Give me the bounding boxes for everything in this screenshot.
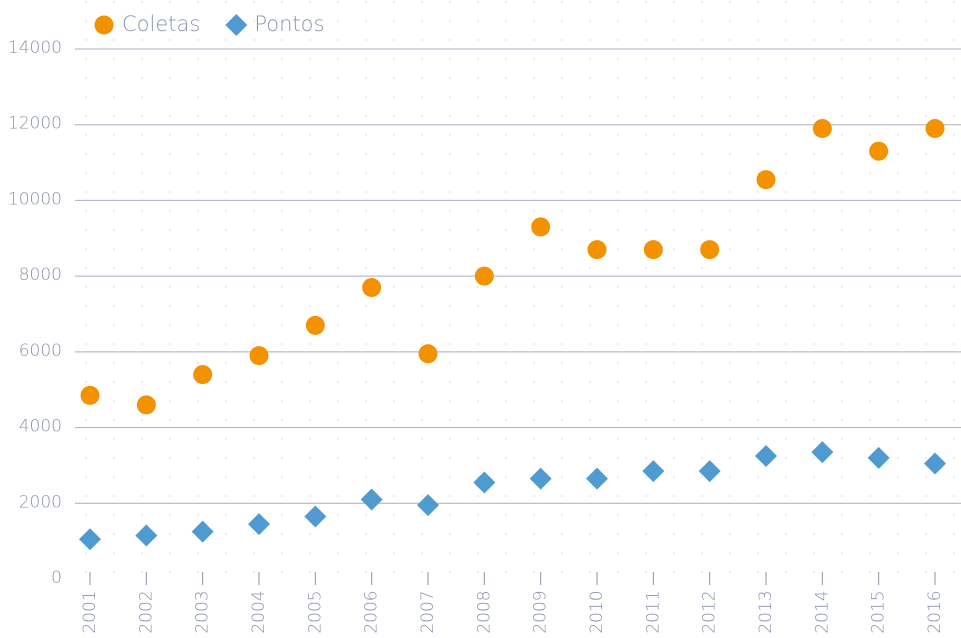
point [811, 441, 834, 464]
point [94, 15, 114, 35]
x-tick-label: 2013 [756, 590, 776, 633]
y-tick-label: 0 [51, 568, 62, 588]
x-tick-label: 2011 [643, 590, 663, 633]
y-tick-label: 8000 [19, 265, 62, 285]
x-tick-label: 2014 [812, 590, 832, 633]
point [812, 119, 832, 138]
point [756, 170, 776, 190]
point [869, 141, 889, 161]
point [418, 344, 438, 364]
x-tick-label: 2002 [136, 590, 156, 633]
x-tick-label: 2009 [531, 590, 551, 633]
x-tick-label: 2001 [80, 590, 100, 633]
y-tick-label: 10000 [8, 189, 62, 209]
point [642, 460, 665, 483]
point [136, 395, 156, 415]
point [80, 385, 100, 405]
point [191, 520, 214, 543]
x-tick-label: 2008 [474, 590, 494, 633]
y-tick-label: 14000 [8, 38, 62, 58]
point [529, 467, 552, 490]
point [304, 505, 327, 528]
point [474, 266, 494, 286]
x-tick-label: 2004 [249, 590, 269, 633]
point [473, 471, 496, 494]
x-tick-label: 2003 [193, 590, 213, 633]
y-tick-label: 12000 [8, 114, 62, 134]
point [417, 494, 439, 517]
y-tick-label: 2000 [19, 492, 62, 512]
point [135, 524, 158, 547]
background-dots [75, 0, 961, 580]
point [362, 278, 382, 297]
x-tick-label: 2006 [362, 590, 382, 633]
x-tick-label: 2012 [700, 590, 720, 633]
point [643, 240, 663, 260]
point [249, 346, 269, 366]
point [225, 14, 248, 36]
point [248, 513, 270, 536]
x-tick-label: 2005 [305, 590, 325, 633]
y-tick-label: 4000 [19, 417, 62, 437]
point [924, 452, 946, 475]
point [360, 488, 383, 511]
x-tick-label: 2016 [925, 590, 945, 633]
x-tick-label: 2015 [869, 590, 889, 633]
legend-label: Coletas [122, 12, 200, 36]
x-tick-label: 2010 [587, 590, 607, 633]
point [755, 444, 777, 467]
x-tick-label: 2007 [418, 590, 438, 633]
point [925, 119, 945, 138]
point [700, 240, 720, 260]
point [586, 467, 608, 490]
y-tick-label: 6000 [19, 341, 62, 361]
point [79, 528, 101, 551]
point [587, 240, 607, 260]
point [305, 315, 325, 335]
point [867, 446, 890, 469]
legend-label: Pontos [254, 12, 324, 36]
point [698, 460, 721, 483]
point [193, 365, 213, 385]
point [531, 217, 551, 237]
